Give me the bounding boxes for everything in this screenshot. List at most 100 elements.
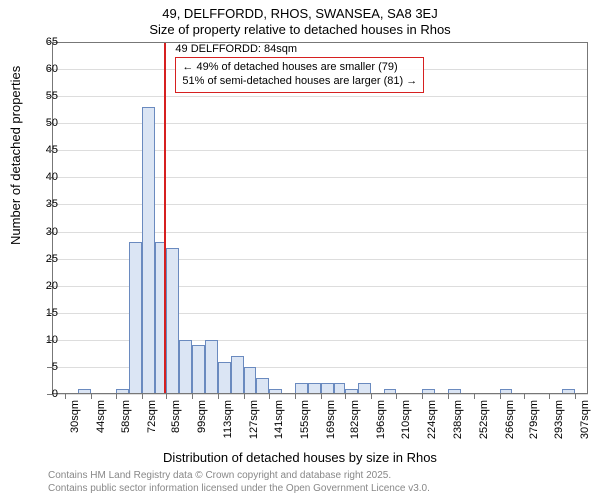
plot-area: 49 DELFFORDD: 84sqm ← 49% of detached hou… [52,42,588,394]
annotation-line1: ← 49% of detached houses are smaller (79… [182,61,417,75]
x-tick-label: 266sqm [504,400,516,448]
x-tick-mark [116,394,117,399]
histogram-bar [205,340,218,394]
y-tick-mark [47,259,52,260]
grid-line [52,232,588,233]
x-tick-mark [321,394,322,399]
x-tick-label: 141sqm [273,400,285,448]
top-axis-line [52,42,588,43]
x-tick-mark [166,394,167,399]
x-tick-mark [345,394,346,399]
x-tick-label: 30sqm [69,400,81,448]
y-tick-label: 5 [28,361,58,373]
footer-line2: Contains public sector information licen… [48,483,430,494]
y-tick-mark [47,232,52,233]
chart-container: 49, DELFFORDD, RHOS, SWANSEA, SA8 3EJ Si… [0,0,600,500]
footer-line1: Contains HM Land Registry data © Crown c… [48,470,391,481]
grid-line [52,150,588,151]
reference-line [164,42,166,394]
y-tick-mark [47,204,52,205]
y-tick-label: 55 [28,90,58,102]
x-tick-label: 155sqm [299,400,311,448]
histogram-bar [166,248,179,394]
x-tick-label: 99sqm [196,400,208,448]
y-tick-label: 10 [28,334,58,346]
grid-line [52,96,588,97]
y-tick-label: 15 [28,307,58,319]
x-tick-mark [524,394,525,399]
y-tick-label: 45 [28,144,58,156]
x-tick-label: 238sqm [452,400,464,448]
x-tick-mark [244,394,245,399]
x-tick-label: 169sqm [325,400,337,448]
chart-title-line2: Size of property relative to detached ho… [0,22,600,37]
x-tick-mark [422,394,423,399]
x-tick-label: 252sqm [478,400,490,448]
right-axis-line [587,42,588,394]
y-tick-mark [47,42,52,43]
x-tick-mark [396,394,397,399]
x-tick-mark [549,394,550,399]
histogram-bar [244,367,257,394]
x-tick-mark [575,394,576,399]
histogram-bar [192,345,205,394]
y-tick-label: 35 [28,198,58,210]
chart-title-line1: 49, DELFFORDD, RHOS, SWANSEA, SA8 3EJ [0,6,600,21]
y-tick-mark [47,123,52,124]
x-tick-label: 182sqm [349,400,361,448]
y-axis-label: Number of detached properties [8,66,23,245]
y-tick-mark [47,69,52,70]
y-tick-label: 30 [28,226,58,238]
annotation-box: ← 49% of detached houses are smaller (79… [175,57,424,93]
histogram-bar [129,242,142,394]
y-tick-label: 40 [28,171,58,183]
x-tick-label: 293sqm [553,400,565,448]
y-tick-mark [47,96,52,97]
x-tick-mark [91,394,92,399]
x-tick-label: 307sqm [579,400,591,448]
x-tick-label: 85sqm [170,400,182,448]
y-tick-label: 25 [28,253,58,265]
x-tick-label: 210sqm [400,400,412,448]
histogram-bar [218,362,231,394]
histogram-bar [179,340,192,394]
x-tick-label: 127sqm [248,400,260,448]
grid-line [52,123,588,124]
x-tick-mark [65,394,66,399]
y-tick-label: 50 [28,117,58,129]
annotation-line2: 51% of semi-detached houses are larger (… [182,75,417,89]
x-tick-label: 196sqm [375,400,387,448]
x-tick-label: 113sqm [222,400,234,448]
histogram-bar [256,378,269,394]
y-tick-mark [47,367,52,368]
grid-line [52,204,588,205]
y-tick-mark [47,313,52,314]
y-tick-label: 20 [28,280,58,292]
x-tick-mark [474,394,475,399]
y-tick-mark [47,286,52,287]
y-tick-label: 60 [28,63,58,75]
x-tick-mark [269,394,270,399]
x-tick-mark [218,394,219,399]
y-tick-mark [47,394,52,395]
annotation-title: 49 DELFFORDD: 84sqm [175,43,297,55]
x-tick-mark [500,394,501,399]
histogram-bar [231,356,244,394]
x-tick-label: 279sqm [528,400,540,448]
x-tick-label: 58sqm [120,400,132,448]
x-axis-label: Distribution of detached houses by size … [0,450,600,465]
y-tick-label: 0 [28,388,58,400]
x-tick-label: 224sqm [426,400,438,448]
y-tick-mark [47,150,52,151]
y-tick-mark [47,177,52,178]
grid-line [52,177,588,178]
x-tick-mark [142,394,143,399]
x-tick-mark [192,394,193,399]
x-tick-mark [448,394,449,399]
x-tick-mark [371,394,372,399]
x-tick-label: 72sqm [146,400,158,448]
x-tick-label: 44sqm [95,400,107,448]
x-tick-mark [295,394,296,399]
y-tick-mark [47,340,52,341]
y-tick-label: 65 [28,36,58,48]
